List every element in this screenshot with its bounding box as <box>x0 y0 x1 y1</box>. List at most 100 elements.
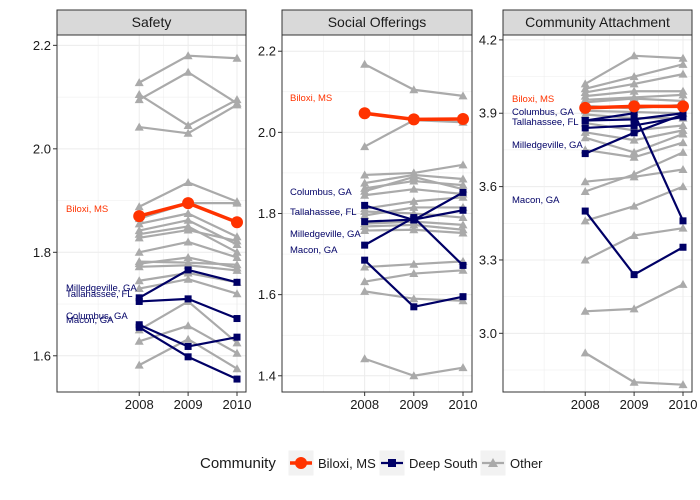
data-point <box>458 174 468 183</box>
data-point <box>134 219 144 228</box>
data-point <box>232 53 242 62</box>
data-point <box>580 255 590 264</box>
data-point <box>184 266 192 274</box>
data-point <box>581 124 589 132</box>
data-point <box>409 371 419 380</box>
data-point <box>580 348 590 357</box>
data-point <box>358 107 371 120</box>
data-point <box>630 109 638 117</box>
series-label: Tallahassee, FL <box>512 117 579 128</box>
x-tick-label: 2010 <box>449 397 478 412</box>
y-tick-label: 3.9 <box>479 106 497 121</box>
data-point <box>629 135 639 144</box>
data-point <box>677 100 689 113</box>
series-label: Macon, GA <box>290 245 338 256</box>
series-label: Biloxi, MS <box>290 93 332 104</box>
panel-safety: Safety Biloxi, MS Milledgeville, GATallaha… <box>33 9 252 412</box>
data-point <box>580 186 590 195</box>
data-point <box>629 231 639 240</box>
data-point <box>679 217 687 225</box>
data-point <box>183 321 193 330</box>
data-point <box>630 115 638 123</box>
data-point <box>629 152 639 161</box>
data-point <box>135 297 143 305</box>
data-point <box>628 100 641 113</box>
legend-key-point <box>388 459 396 467</box>
data-point <box>678 147 688 156</box>
data-point <box>183 209 193 217</box>
series-label: Columbus, GA <box>290 187 352 198</box>
data-point <box>409 184 419 193</box>
data-point <box>232 198 242 207</box>
data-point <box>183 177 193 186</box>
data-point <box>183 67 193 76</box>
data-point <box>134 233 144 242</box>
series-label: Columbus, GA <box>66 311 128 322</box>
data-point <box>459 293 467 301</box>
data-point <box>410 303 418 311</box>
data-point <box>360 211 370 220</box>
facet-title: Community Attachment <box>525 14 670 30</box>
y-tick-label: 3.6 <box>479 179 497 194</box>
series-label: Macon, GA <box>66 315 114 326</box>
series-label: Tallahassee, FL <box>66 289 133 300</box>
y-tick-label: 4.2 <box>479 32 497 47</box>
data-point <box>409 176 419 185</box>
x-tick-label: 2009 <box>620 397 649 412</box>
data-point <box>134 202 144 211</box>
data-point <box>183 334 193 343</box>
data-point <box>134 262 144 271</box>
x-tick-label: 2009 <box>399 397 428 412</box>
data-point <box>581 150 589 158</box>
data-point <box>135 294 143 302</box>
data-point <box>579 101 592 114</box>
series-label: Biloxi, MS <box>512 94 554 105</box>
data-point <box>678 59 688 68</box>
data-point <box>183 215 193 224</box>
y-tick-label: 1.8 <box>33 245 51 260</box>
data-point <box>232 232 242 241</box>
data-point <box>580 133 590 142</box>
data-point <box>457 112 469 125</box>
data-point <box>458 265 468 274</box>
x-tick-label: 2009 <box>174 397 203 412</box>
data-point <box>629 79 639 88</box>
data-point <box>459 261 467 269</box>
data-point <box>458 160 468 169</box>
data-point <box>183 252 193 261</box>
panel-social-offerings: Social Offerings Biloxi, MS Columbus, GA Ta… <box>258 9 478 412</box>
data-point <box>580 216 590 225</box>
data-point <box>409 269 419 278</box>
data-point <box>458 91 468 100</box>
series-label: Milledgeville, GA <box>290 229 361 240</box>
data-point <box>581 207 589 215</box>
data-point <box>409 85 419 94</box>
data-point <box>184 353 192 361</box>
data-point <box>183 128 193 137</box>
data-point <box>183 274 193 283</box>
x-tick-label: 2008 <box>571 397 600 412</box>
data-point <box>678 380 688 389</box>
data-point <box>231 216 243 229</box>
data-point <box>184 295 192 303</box>
data-point <box>182 197 195 210</box>
data-point <box>630 129 638 137</box>
data-point <box>679 110 687 118</box>
data-point <box>183 51 193 60</box>
data-point <box>581 117 589 125</box>
data-point <box>458 228 468 237</box>
data-point <box>410 214 418 222</box>
legend-title: Community <box>200 455 276 472</box>
data-point <box>407 113 420 126</box>
x-tick-label: 2010 <box>669 397 698 412</box>
data-point <box>629 94 639 103</box>
y-tick-label: 1.8 <box>258 206 276 221</box>
series-label: Milledgeville, GA <box>66 283 137 294</box>
x-tick-label: 2010 <box>223 397 252 412</box>
data-point <box>361 241 369 249</box>
data-point <box>232 236 242 245</box>
data-point <box>409 172 419 181</box>
series-label: Tallahassee, FL <box>290 207 357 218</box>
data-point <box>232 247 242 256</box>
legend-key-point <box>295 457 307 469</box>
